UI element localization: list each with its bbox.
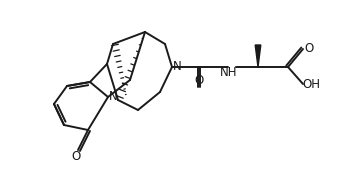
Text: O: O [195,74,204,88]
Text: N: N [173,60,181,73]
Polygon shape [255,45,261,67]
Text: OH: OH [302,78,320,90]
Text: N: N [109,90,117,103]
Text: NH: NH [220,65,238,79]
Text: O: O [71,151,81,164]
Text: O: O [304,42,314,55]
